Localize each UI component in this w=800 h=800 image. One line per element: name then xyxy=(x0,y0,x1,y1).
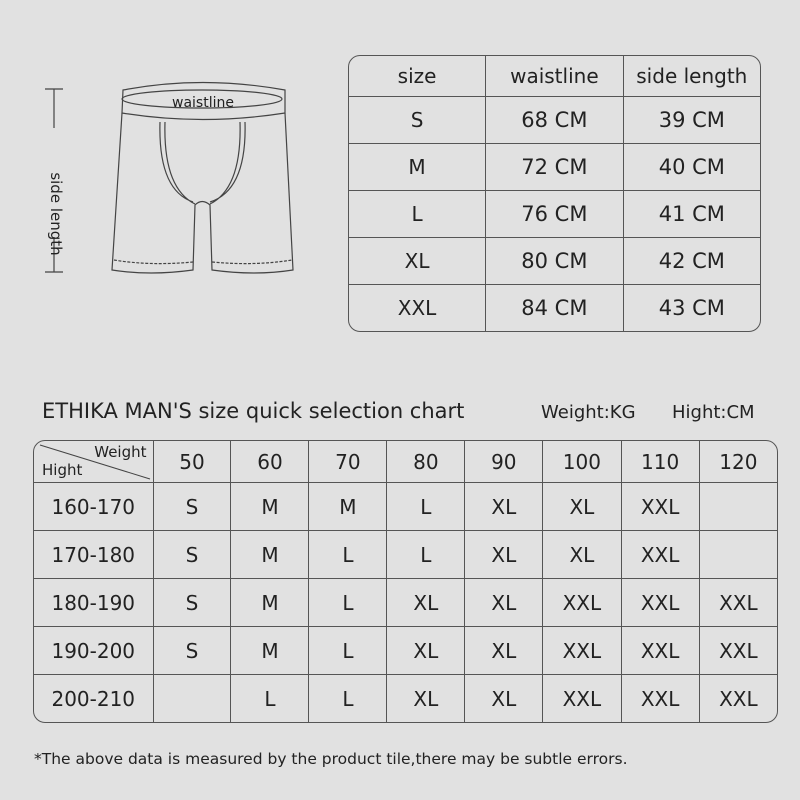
size-cell: XXL xyxy=(621,579,700,627)
table-row: XXL 84 CM 43 CM xyxy=(349,285,760,331)
size-cell: M xyxy=(231,627,310,675)
weight-header: 60 xyxy=(231,441,310,483)
table-cell: S xyxy=(349,97,487,144)
weight-header: 90 xyxy=(465,441,544,483)
header-row: size waistline side length xyxy=(349,56,760,97)
size-cell: L xyxy=(309,579,388,627)
table-cell: 80 CM xyxy=(486,238,624,285)
size-cell: S xyxy=(153,579,232,627)
size-measurement-table: size waistline side length S 68 CM 39 CM M 72 C… xyxy=(348,55,761,332)
table-row: 180-190 S M L XL XL XXL XXL XXL xyxy=(34,579,777,627)
table-row: 160-170 S M M L XL XL XXL xyxy=(34,483,777,531)
size-cell: XL xyxy=(543,531,622,579)
size-cell xyxy=(699,483,777,531)
table-cell: 84 CM xyxy=(486,285,624,331)
table-cell: 76 CM xyxy=(486,191,624,238)
size-cell: M xyxy=(231,483,310,531)
table-cell: 43 CM xyxy=(658,296,725,320)
size-cell: L xyxy=(387,483,466,531)
height-unit: Hight:CM xyxy=(672,402,755,423)
header-row: Weight Hight 50 60 70 80 90 100 110 120 xyxy=(34,441,777,483)
weight-header: 50 xyxy=(153,441,232,483)
side-length-label: side length xyxy=(47,172,65,256)
size-cell: XL xyxy=(465,675,544,722)
corner-weight-label: Weight xyxy=(94,443,147,461)
table-cell: 40 CM xyxy=(623,144,760,191)
size-cell: L xyxy=(309,531,388,579)
table-cell: L xyxy=(349,191,487,238)
height-cell: 180-190 xyxy=(34,579,154,627)
size-cell: M xyxy=(231,579,310,627)
size-cell: XL xyxy=(543,483,622,531)
size-cell: S xyxy=(153,483,232,531)
size-cell: XL xyxy=(465,579,544,627)
size-cell: S xyxy=(153,531,232,579)
boxer-brief-diagram xyxy=(45,81,294,274)
size-cell: XL xyxy=(387,675,466,722)
size-cell: XXL xyxy=(622,675,700,722)
size-cell: XL xyxy=(387,627,466,675)
height-cell: 160-170 xyxy=(34,483,154,531)
table-cell: 68 CM xyxy=(486,97,624,144)
height-cell: 170-180 xyxy=(34,531,154,579)
size-cell: XXL xyxy=(699,627,777,675)
table-cell: 42 CM xyxy=(623,238,760,285)
weight-header: 100 xyxy=(543,441,622,483)
waistline-label: waistline xyxy=(172,95,234,111)
table-row: S 68 CM 39 CM xyxy=(349,97,760,144)
size-cell: XXL xyxy=(543,675,622,722)
size-cell: XL xyxy=(465,483,544,531)
size-cell: L xyxy=(309,627,388,675)
size-cell xyxy=(699,531,777,579)
size-cell: S xyxy=(153,627,232,675)
weight-header: 70 xyxy=(309,441,388,483)
height-cell: 190-200 xyxy=(34,627,154,675)
weight-header: 120 xyxy=(699,441,777,483)
table-row: 190-200 S M L XL XL XXL XXL XXL xyxy=(34,627,777,675)
footnote: *The above data is measured by the produ… xyxy=(34,750,628,768)
size-cell: XXL xyxy=(621,483,700,531)
table-cell: 39 CM xyxy=(623,97,760,144)
size-cell: XXL xyxy=(719,686,758,711)
height-cell: 200-210 xyxy=(34,675,154,722)
size-cell: L xyxy=(231,675,310,722)
table-cell: 41 CM xyxy=(623,191,760,238)
size-cell: L xyxy=(387,531,466,579)
size-cell: M xyxy=(309,483,388,531)
size-quick-selection-table: Weight Hight 50 60 70 80 90 100 110 120 160-170… xyxy=(33,440,778,723)
table-cell: M xyxy=(349,144,487,191)
table-row: L 76 CM 41 CM xyxy=(349,191,760,238)
column-header: side length xyxy=(623,56,760,97)
weight-header: 110 xyxy=(621,441,700,483)
corner-cell: Weight Hight xyxy=(34,441,154,483)
size-cell: XL xyxy=(387,579,466,627)
table-cell: 72 CM xyxy=(486,144,624,191)
size-cell: L xyxy=(309,675,388,722)
size-cell: XXL xyxy=(543,579,622,627)
size-cell xyxy=(154,675,232,722)
corner-height-label: Hight xyxy=(42,461,83,479)
size-cell: XXL xyxy=(543,627,622,675)
table-cell: XXL xyxy=(349,285,487,331)
column-header: waistline xyxy=(486,56,624,97)
size-cell: M xyxy=(231,531,310,579)
size-cell: XL xyxy=(465,627,544,675)
weight-header: 80 xyxy=(387,441,466,483)
table-row: 200-210 L L XL XL XXL XXL XXL xyxy=(34,675,777,722)
weight-unit: Weight:KG xyxy=(541,402,636,423)
quick-chart-title: ETHIKA MAN'S size quick selection chart xyxy=(42,399,465,423)
table-cell: XL xyxy=(349,238,487,285)
size-cell: XXL xyxy=(621,627,700,675)
table-row: XL 80 CM 42 CM xyxy=(349,238,760,285)
column-header: size xyxy=(349,56,487,97)
size-cell: XL xyxy=(465,531,544,579)
size-cell: XXL xyxy=(699,579,777,627)
size-cell: XXL xyxy=(621,531,700,579)
table-row: M 72 CM 40 CM xyxy=(349,144,760,191)
table-row: 170-180 S M L L XL XL XXL xyxy=(34,531,777,579)
